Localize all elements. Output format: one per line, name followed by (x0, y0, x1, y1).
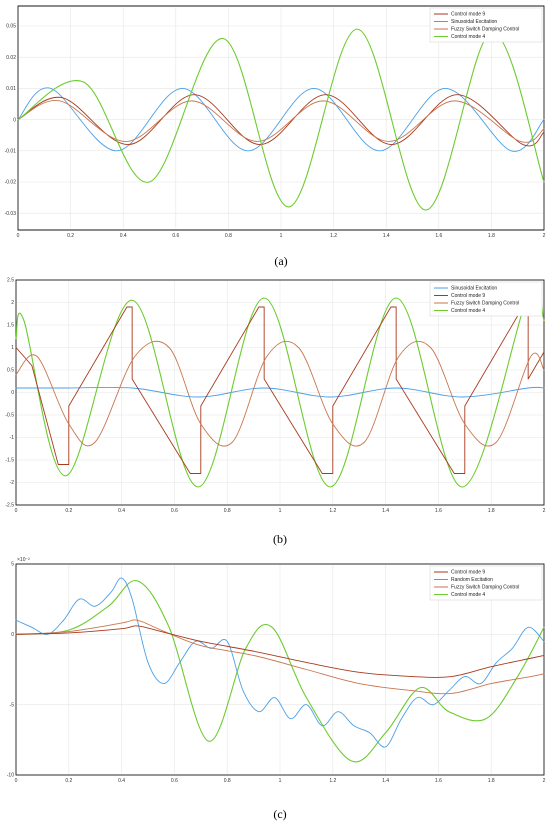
series-line-sinusoidal-excitation (17, 87, 545, 152)
x-tick-label: 1.8 (488, 778, 495, 784)
y-tick-label: 2 (11, 300, 14, 306)
x-tick-label: 1 (279, 778, 282, 784)
y-tick-label: 0.02 (6, 55, 16, 61)
y-tick-label: 1.5 (7, 323, 14, 329)
y-tick-label: 0 (13, 117, 16, 123)
x-tick-label: 2 (543, 233, 546, 239)
y-tick-label: 1 (11, 345, 14, 351)
legend-entry-label: Control mode 9 (451, 12, 485, 18)
y-tick-label: -0.01 (5, 149, 17, 155)
x-tick-label: 1 (280, 233, 283, 239)
panel-label-c: (c) (273, 807, 286, 821)
x-tick-label: 0.8 (224, 778, 231, 784)
series-line-fuzzy-switch-damping-control (15, 340, 545, 447)
series-line-control-mode-4 (17, 28, 545, 211)
y-tick-label: -10 (7, 773, 14, 779)
x-tick-label: 0.6 (172, 233, 179, 239)
x-tick-label: 1.8 (488, 233, 495, 239)
x-tick-label: 0.6 (171, 778, 178, 784)
series-line-random-excitation (15, 577, 545, 748)
x-tick-label: 0.4 (120, 233, 127, 239)
legend-box (429, 7, 543, 43)
x-tick-label: 1 (279, 508, 282, 514)
x-tick-label: 2 (543, 778, 546, 784)
x-tick-label: 0.2 (65, 778, 72, 784)
legend-box (429, 565, 543, 601)
x-tick-label: 2 (543, 508, 546, 514)
y-tick-label: -0.5 (5, 413, 14, 419)
y-tick-label: 0 (11, 390, 14, 396)
y-exponent-label: ×10⁻² (17, 557, 30, 563)
x-tick-label: 1.6 (435, 508, 442, 514)
x-tick-label: 1.8 (488, 508, 495, 514)
x-tick-label: 1.4 (382, 508, 389, 514)
y-tick-label: -1 (10, 435, 15, 441)
y-tick-label: -2.5 (5, 503, 14, 509)
chart-panel-c: 0 0.2 0.4 0.6 0.8 1 1.2 1.4 1.6 1.8 2 5 0 -5 -10 ×10⁻² C… (7, 557, 546, 821)
x-tick-label: 0 (15, 508, 18, 514)
y-tick-label: 0.05 (6, 24, 16, 30)
legend-entry-label: Random Excitation (451, 577, 493, 583)
y-tick-label: -0.03 (5, 211, 17, 217)
x-tick-label: 1.6 (435, 778, 442, 784)
chart-panel-b: 0 0.2 0.4 0.6 0.8 1 1.2 1.4 1.6 1.8 22.521.510.50-… (5, 278, 545, 546)
x-tick-label: 0 (17, 233, 20, 239)
legend-entry-label: Control mode 4 (451, 34, 485, 40)
x-tick-label: 1.2 (329, 508, 336, 514)
y-tick-label: 0 (11, 632, 14, 638)
series-line-fuzzy-switch-damping-control (17, 100, 545, 143)
series-line-fuzzy-switch-damping-control (15, 619, 545, 695)
x-tick-label: 1.4 (382, 778, 389, 784)
legend-entry-label: Fuzzy Switch Damping Control (451, 585, 519, 591)
x-tick-label: 0.4 (118, 508, 125, 514)
series-line-control-mode-9 (15, 625, 545, 678)
legend-entry-label: Control mode 9 (451, 293, 485, 299)
y-tick-label: -2 (10, 480, 15, 486)
legend-entry-label: Fuzzy Switch Damping Control (451, 301, 519, 307)
plot-border (15, 563, 545, 776)
x-tick-label: 0 (15, 778, 18, 784)
legend-entry-label: Sinusoidal Excitation (451, 19, 497, 25)
y-tick-label: -0.02 (5, 180, 17, 186)
x-tick-label: 0.8 (224, 508, 231, 514)
legend-entry-label: Fuzzy Switch Damping Control (451, 27, 519, 33)
x-tick-label: 1.4 (383, 233, 390, 239)
legend-box (429, 281, 543, 317)
x-tick-label: 1.2 (329, 778, 336, 784)
x-tick-label: 0.8 (225, 233, 232, 239)
x-tick-label: 0.2 (67, 233, 74, 239)
x-tick-label: 1.2 (330, 233, 337, 239)
x-tick-label: 1.6 (435, 233, 442, 239)
chart-panel-a: 0 0.2 0.4 0.6 0.8 1 1.2 1.4 1.6 1.8 2 0.05 0.02 0.01 0… (5, 5, 546, 268)
y-tick-label: 0.5 (7, 368, 14, 374)
legend-entry-label: Control mode 4 (451, 592, 485, 598)
y-tick-label: -1.5 (5, 458, 14, 464)
y-tick-label: 5 (11, 562, 14, 568)
panel-label-b: (b) (273, 532, 287, 546)
y-tick-label: 0.01 (6, 86, 16, 92)
series-line-control-mode-9 (15, 306, 545, 474)
series-line-control-mode-4 (15, 580, 545, 763)
panel-label-a: (a) (274, 254, 287, 268)
legend-entry-label: Sinusoidal Excitation (451, 286, 497, 292)
series-line-control-mode-4 (15, 286, 545, 488)
legend-entry-label: Control mode 9 (451, 570, 485, 576)
legend-entry-label: Control mode 4 (451, 308, 485, 314)
y-tick-label: 2.5 (7, 278, 14, 284)
x-tick-label: 0.2 (65, 508, 72, 514)
x-tick-label: 0.4 (118, 778, 125, 784)
x-tick-label: 0.6 (171, 508, 178, 514)
y-tick-label: -5 (10, 702, 15, 708)
plot-border (17, 5, 545, 231)
plot-border (15, 279, 545, 506)
